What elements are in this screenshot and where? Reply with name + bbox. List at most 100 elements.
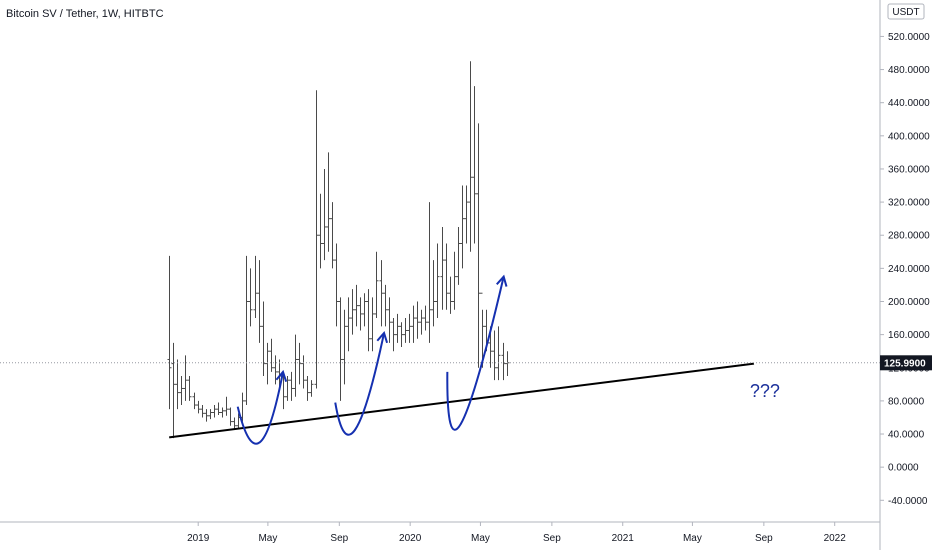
ohlc-bar	[403, 318, 408, 343]
ohlc-bar	[261, 301, 266, 377]
ohlc-bar	[431, 260, 436, 327]
time-tick-label: May	[471, 533, 490, 544]
time-tick-label: 2020	[399, 533, 422, 544]
price-tick-label: 320.0000	[888, 198, 930, 209]
ohlc-bar	[269, 338, 274, 372]
ohlc-bar	[415, 301, 420, 339]
currency-badge[interactable]: USDT	[887, 3, 925, 20]
question-annotation[interactable]: ???	[750, 381, 780, 401]
ohlc-bar	[444, 243, 449, 310]
price-tick-label: 40.0000	[888, 430, 925, 441]
time-tick-label: 2019	[187, 533, 210, 544]
ohlc-bar	[285, 376, 290, 401]
ohlc-bar	[204, 409, 209, 422]
ohlc-bar	[257, 260, 262, 343]
price-tick-label: 0.0000	[888, 463, 919, 474]
ohlc-bar	[468, 61, 473, 252]
current-price-box	[880, 355, 932, 371]
ohlc-bar	[374, 251, 379, 319]
price-tick-label: 80.0000	[888, 396, 925, 407]
drawings: ???	[169, 274, 780, 445]
time-tick-label: Sep	[330, 533, 348, 544]
ohlc-bar	[395, 313, 400, 343]
curved-arrow[interactable]	[446, 274, 508, 431]
ohlc-bar	[501, 342, 506, 381]
time-tick-label: Sep	[543, 533, 561, 544]
ohlc-bar	[167, 255, 172, 410]
ohlc-bar	[248, 268, 253, 327]
ohlc-bar	[293, 334, 298, 397]
ohlc-bar	[171, 342, 176, 439]
ohlc-bar	[379, 260, 384, 327]
ohlc-bar	[338, 297, 343, 401]
time-tick-label: May	[258, 533, 277, 544]
ohlc-bar	[179, 376, 184, 406]
ohlc-bar	[322, 168, 327, 261]
ohlc-bar	[212, 405, 217, 418]
price-tick-label: 280.0000	[888, 231, 930, 242]
ohlc-bar	[350, 289, 355, 335]
ohlc-bar	[366, 289, 371, 352]
ohlc-bar	[297, 342, 302, 385]
time-tick-label: May	[683, 533, 702, 544]
ohlc-bar	[265, 342, 270, 385]
curved-arrow[interactable]	[236, 369, 288, 445]
ohlc-bar	[448, 276, 453, 314]
price-bars	[167, 61, 510, 439]
ohlc-bar	[175, 359, 180, 410]
ohlc-bar	[427, 202, 432, 343]
ohlc-bar	[196, 400, 201, 414]
time-axis[interactable]: 2019 May Sep 2020 May Sep 2021 May Sep 2022	[187, 522, 846, 544]
current-price-marker: 125.9900	[0, 355, 932, 371]
curved-arrow[interactable]	[334, 330, 389, 436]
ohlc-bar	[496, 326, 501, 381]
price-tick-label: 520.0000	[888, 32, 930, 43]
ohlc-bar	[370, 297, 375, 352]
ohlc-bar	[435, 243, 440, 319]
ohlc-bar	[452, 251, 457, 310]
price-axis[interactable]: 520.0000 480.0000 440.0000 400.0000 360.0000…	[880, 32, 930, 507]
price-tick-label: 480.0000	[888, 65, 930, 76]
ohlc-bar	[476, 123, 481, 368]
support-trendline[interactable]	[169, 362, 755, 439]
price-tick-label: 400.0000	[888, 131, 930, 142]
ohlc-bar	[305, 376, 310, 401]
time-tick-label: 2022	[824, 533, 847, 544]
ohlc-bar	[346, 297, 351, 352]
ohlc-bar	[200, 405, 205, 418]
price-tick-label: 440.0000	[888, 98, 930, 109]
ohlc-bar	[192, 392, 197, 410]
ohlc-bar	[407, 313, 412, 343]
ohlc-bar	[334, 243, 339, 327]
arrow-head	[275, 369, 288, 382]
ohlc-bar	[220, 407, 225, 418]
ohlc-bar	[342, 309, 347, 385]
ohlc-bar	[362, 293, 367, 327]
ohlc-bar	[419, 309, 424, 335]
ohlc-bar	[456, 226, 461, 285]
ohlc-bar	[224, 396, 229, 416]
ohlc-bar	[440, 226, 445, 310]
price-tick-label: 160.0000	[888, 330, 930, 341]
ohlc-bar	[330, 202, 335, 269]
ohlc-bar	[492, 330, 497, 381]
chart-title: Bitcoin SV / Tether, 1W, HITBTC	[6, 8, 164, 20]
ohlc-bar	[253, 255, 258, 319]
ohlc-bar	[354, 284, 359, 327]
ohlc-bar	[391, 318, 396, 352]
price-tick-label: 240.0000	[888, 264, 930, 275]
ohlc-bar	[232, 417, 237, 430]
ohlc-bar	[228, 407, 233, 426]
price-tick-label: 200.0000	[888, 297, 930, 308]
ohlc-bar	[326, 152, 331, 252]
ohlc-bar	[383, 284, 388, 327]
currency-label: USDT	[892, 7, 919, 18]
ohlc-bar	[208, 409, 213, 420]
ohlc-bar	[423, 305, 428, 331]
ohlc-bar	[183, 355, 188, 401]
ohlc-bar	[314, 90, 319, 389]
current-price-label: 125.9900	[884, 358, 926, 369]
ohlc-bar	[216, 402, 221, 415]
